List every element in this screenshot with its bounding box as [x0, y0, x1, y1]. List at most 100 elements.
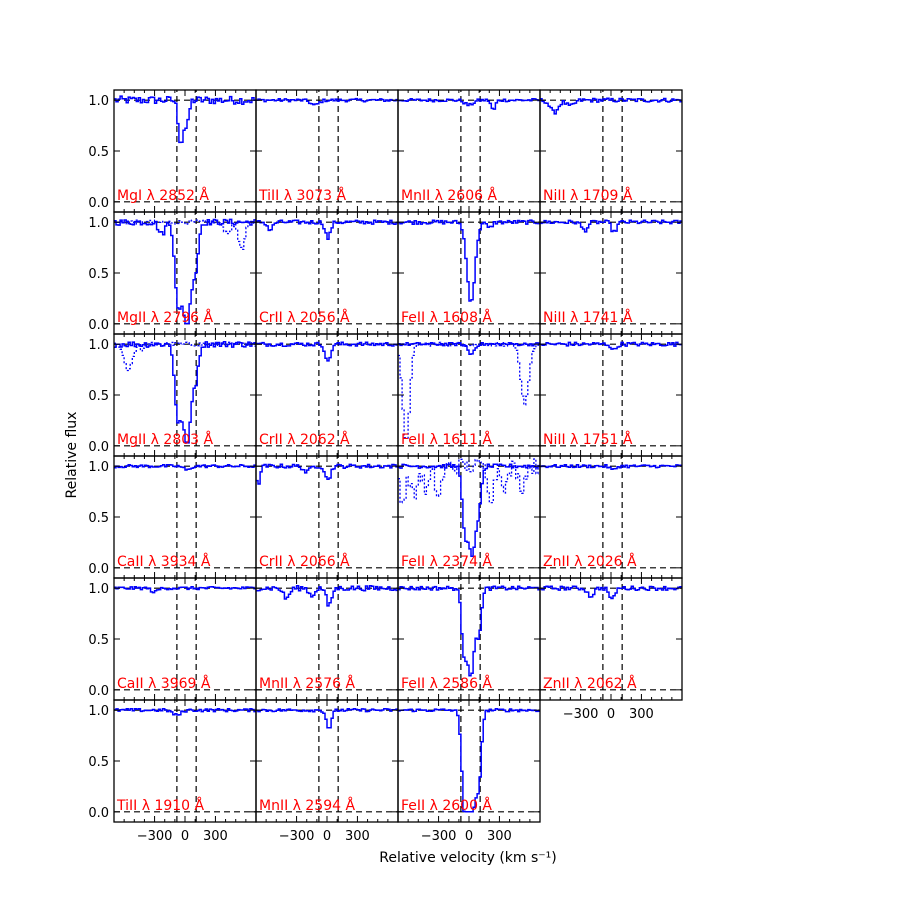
x-tick-label: 0: [181, 829, 189, 844]
transition-label: FeII λ 1608 Å: [401, 309, 492, 326]
spectrum-series: [114, 95, 256, 144]
spectrum-panel: FeII λ 1611 Å: [397, 333, 541, 457]
x-axis-label: Relative velocity (km s⁻¹): [379, 850, 557, 866]
spectrum-series: [114, 340, 256, 444]
blended-transition-spectrum: [398, 458, 540, 504]
x-tick-label: 300: [629, 707, 654, 722]
spectrum-series: [256, 341, 398, 362]
spectrum-series: [256, 219, 398, 241]
spectrum-series: [256, 584, 398, 607]
transition-label: CrII λ 2056 Å: [259, 309, 350, 326]
transition-label: CrII λ 2066 Å: [259, 553, 350, 570]
y-tick-label: 1.0: [88, 338, 109, 353]
spectrum-panel: CrII λ 2056 Å: [255, 211, 399, 335]
y-tick-label: 0.5: [88, 511, 109, 526]
transition-label: MgII λ 2803 Å: [117, 431, 213, 448]
y-tick-label: 0.5: [88, 755, 109, 770]
spectrum-panel: 0.0 0.5 1.0 MgII λ 2803 Å: [88, 333, 257, 457]
blended-transition-spectrum: [398, 341, 540, 439]
spectrum-panel: FeII λ 2586 Å: [397, 577, 541, 701]
transition-label: TiII λ 1910 Å: [116, 797, 205, 814]
spectrum-panel: 0.0 0.5 1.0 −300 0 300 TiII λ 1910 Å: [88, 699, 257, 844]
y-tick-label: 0.0: [88, 562, 109, 577]
spectrum-series: [540, 219, 682, 233]
y-tick-label: 0.0: [88, 684, 109, 699]
spectrum-panel: ZnII λ 2026 Å: [539, 455, 683, 579]
transition-label: TiII λ 3073 Å: [258, 187, 347, 204]
spectrum-series: [398, 707, 540, 813]
spectrum-panel: −300 0 300 MnII λ 2594 Å: [255, 699, 399, 844]
spectrum-panel: 0.0 0.5 1.0 MgI λ 2852 Å: [88, 89, 257, 213]
y-tick-label: 0.0: [88, 318, 109, 333]
transition-label: NiII λ 1751 Å: [543, 431, 633, 448]
spectrum-panel: 0.0 0.5 1.0 CaII λ 3969 Å: [88, 577, 257, 701]
y-tick-label: 0.5: [88, 633, 109, 648]
spectrum-panel: −300 0 300 FeII λ 2600 Å: [397, 699, 541, 844]
spectrum-panel: CrII λ 2062 Å: [255, 333, 399, 457]
spectrum-series: [114, 707, 256, 716]
spectrum-panel: TiII λ 3073 Å: [255, 89, 399, 213]
spectrum-series: [398, 585, 540, 677]
y-tick-label: 1.0: [88, 704, 109, 719]
spectrum-series: [540, 463, 682, 471]
y-tick-label: 0.5: [88, 389, 109, 404]
spectrum-panel: −300 0 300 ZnII λ 2062 Å: [539, 577, 683, 722]
transition-label: CaII λ 3969 Å: [117, 675, 211, 692]
blended-transition-spectrum: [114, 219, 256, 251]
transition-label: FeII λ 2586 Å: [401, 675, 492, 692]
transition-label: ZnII λ 2062 Å: [543, 675, 637, 692]
x-tick-label: 0: [465, 829, 473, 844]
spectrum-panel: NiII λ 1751 Å: [539, 333, 683, 457]
spectrum-series: [256, 97, 398, 106]
spectrum-series: [114, 585, 256, 594]
x-tick-label: 300: [487, 829, 512, 844]
spectrum-panel: NiII λ 1741 Å: [539, 211, 683, 335]
spectrum-series: [114, 218, 256, 325]
spectrum-panel: CrII λ 2066 Å: [255, 455, 399, 579]
y-tick-label: 1.0: [88, 94, 109, 109]
transition-label: ZnII λ 2026 Å: [543, 553, 637, 570]
transition-label: NiII λ 1741 Å: [543, 309, 633, 326]
spectrum-panel: MnII λ 2606 Å: [397, 89, 541, 213]
transition-label: MnII λ 2576 Å: [259, 675, 355, 692]
spectrum-series: [540, 97, 682, 115]
spectrum-series: [256, 463, 398, 485]
y-axis-label: Relative flux: [64, 412, 80, 499]
y-tick-label: 1.0: [88, 460, 109, 475]
x-tick-label: −300: [137, 829, 173, 844]
x-tick-label: 0: [323, 829, 331, 844]
x-tick-label: −300: [279, 829, 315, 844]
spectrum-series: [540, 585, 682, 600]
y-tick-label: 0.5: [88, 267, 109, 282]
spectrum-series: [398, 219, 540, 302]
transition-label: CaII λ 3934 Å: [117, 553, 211, 570]
spectrum-panel: MnII λ 2576 Å: [255, 577, 399, 701]
x-tick-label: −300: [563, 707, 599, 722]
y-tick-label: 0.0: [88, 196, 109, 211]
transition-label: MnII λ 2606 Å: [401, 187, 497, 204]
spectrum-panel: 0.0 0.5 1.0 MgII λ 2796 Å: [88, 211, 257, 335]
transition-label: CrII λ 2062 Å: [259, 431, 350, 448]
transition-label: FeII λ 2600 Å: [401, 797, 492, 814]
transition-label: MgI λ 2852 Å: [117, 187, 209, 204]
transition-label: FeII λ 2374 Å: [401, 553, 492, 570]
spectrum-panel: 0.0 0.5 1.0 CaII λ 3934 Å: [88, 455, 257, 579]
y-tick-label: 0.0: [88, 440, 109, 455]
spectrum-series: [398, 463, 540, 557]
panels-group: 0.0 0.5 1.0 MgI λ 2852 Å TiII λ 3073 Å MnII λ…: [88, 89, 683, 844]
x-tick-label: 300: [345, 829, 370, 844]
transition-label: FeII λ 1611 Å: [401, 431, 492, 448]
spectrum-series: [256, 707, 398, 729]
transition-label: MgII λ 2796 Å: [117, 309, 213, 326]
transition-label: MnII λ 2594 Å: [259, 797, 355, 814]
y-tick-label: 0.5: [88, 145, 109, 160]
y-tick-label: 1.0: [88, 216, 109, 231]
spectrum-panel: FeII λ 1608 Å: [397, 211, 541, 335]
x-tick-label: 300: [203, 829, 228, 844]
spectrum-series: [540, 341, 682, 350]
transition-label: NiII λ 1709 Å: [543, 187, 633, 204]
spectrum-series: [398, 341, 540, 355]
spectrum-series: [114, 463, 256, 471]
spectrum-panel: FeII λ 2374 Å: [397, 455, 541, 579]
